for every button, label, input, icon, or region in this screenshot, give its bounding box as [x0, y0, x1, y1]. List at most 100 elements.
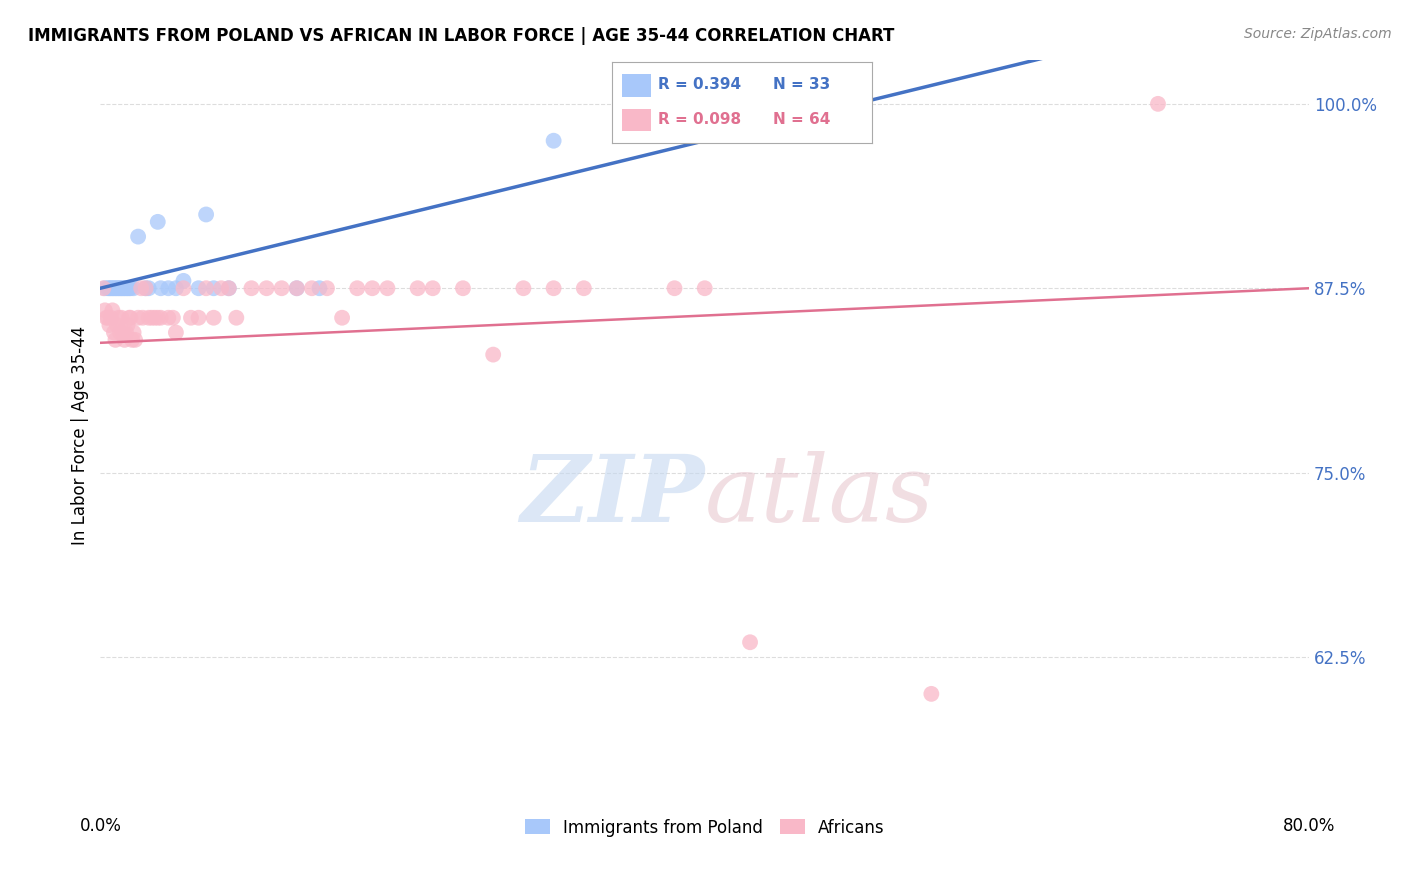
Point	[111, 281, 134, 295]
Point	[120, 310, 142, 325]
Point	[543, 134, 565, 148]
Point	[138, 310, 160, 325]
Point	[104, 281, 127, 295]
Text: IMMIGRANTS FROM POLAND VS AFRICAN IN LABOR FORCE | AGE 35-44 CORRELATION CHART: IMMIGRANTS FROM POLAND VS AFRICAN IN LAB…	[28, 27, 894, 45]
Point	[172, 274, 194, 288]
Point	[115, 281, 138, 295]
Point	[94, 281, 117, 295]
Point	[301, 281, 323, 295]
Point	[101, 303, 124, 318]
Point	[105, 281, 128, 295]
Point	[118, 310, 141, 325]
Point	[118, 281, 141, 295]
Point	[1147, 96, 1170, 111]
Point	[135, 281, 157, 295]
Point	[100, 281, 122, 295]
Text: Source: ZipAtlas.com: Source: ZipAtlas.com	[1244, 27, 1392, 41]
Point	[406, 281, 429, 295]
Point	[308, 281, 330, 295]
Point	[361, 281, 384, 295]
Point	[330, 310, 353, 325]
Point	[218, 281, 240, 295]
Point	[202, 310, 225, 325]
Text: N = 33: N = 33	[773, 78, 830, 93]
Point	[105, 318, 128, 332]
Point	[111, 326, 134, 340]
Text: ZIP: ZIP	[520, 451, 704, 541]
Point	[920, 687, 942, 701]
Point	[285, 281, 308, 295]
Point	[146, 215, 169, 229]
Point	[451, 281, 474, 295]
Point	[141, 310, 163, 325]
Point	[108, 326, 131, 340]
Text: atlas: atlas	[704, 451, 934, 541]
Point	[187, 310, 209, 325]
Point	[107, 281, 129, 295]
Point	[127, 310, 149, 325]
Point	[115, 326, 138, 340]
Point	[138, 281, 160, 295]
Point	[240, 281, 263, 295]
Point	[738, 635, 761, 649]
Point	[135, 281, 157, 295]
Point	[114, 333, 136, 347]
Legend: Immigrants from Poland, Africans: Immigrants from Poland, Africans	[516, 810, 893, 845]
Point	[122, 326, 145, 340]
Point	[422, 281, 444, 295]
Point	[157, 281, 180, 295]
Point	[131, 310, 153, 325]
Point	[218, 281, 240, 295]
Bar	[621, 109, 651, 131]
Point	[103, 281, 125, 295]
Point	[664, 281, 686, 295]
Point	[162, 310, 184, 325]
Point	[122, 281, 145, 295]
Point	[187, 281, 209, 295]
Point	[693, 281, 716, 295]
Point	[97, 310, 120, 325]
Point	[256, 281, 278, 295]
Point	[377, 281, 399, 295]
Point	[225, 310, 247, 325]
Point	[108, 281, 131, 295]
Point	[512, 281, 534, 295]
Point	[103, 326, 125, 340]
Y-axis label: In Labor Force | Age 35-44: In Labor Force | Age 35-44	[72, 326, 89, 545]
Point	[202, 281, 225, 295]
Point	[195, 207, 218, 221]
Point	[117, 281, 139, 295]
Point	[97, 281, 120, 295]
Point	[94, 303, 117, 318]
Point	[157, 310, 180, 325]
Point	[149, 310, 172, 325]
Point	[98, 281, 121, 295]
Point	[98, 318, 121, 332]
Point	[114, 281, 136, 295]
Text: R = 0.394: R = 0.394	[658, 78, 741, 93]
Point	[482, 348, 505, 362]
Point	[121, 333, 143, 347]
Point	[100, 310, 122, 325]
Point	[172, 281, 194, 295]
Point	[93, 281, 115, 295]
Point	[285, 281, 308, 295]
Point	[209, 281, 232, 295]
Point	[110, 310, 132, 325]
Point	[149, 281, 172, 295]
Point	[572, 281, 595, 295]
Point	[117, 318, 139, 332]
Point	[165, 281, 187, 295]
Point	[96, 310, 118, 325]
Point	[129, 281, 152, 295]
Point	[110, 281, 132, 295]
Text: R = 0.098: R = 0.098	[658, 112, 741, 127]
Point	[270, 281, 292, 295]
Point	[316, 281, 339, 295]
Text: N = 64: N = 64	[773, 112, 831, 127]
Point	[104, 333, 127, 347]
Point	[195, 281, 218, 295]
Point	[107, 310, 129, 325]
Point	[165, 326, 187, 340]
Point	[101, 281, 124, 295]
